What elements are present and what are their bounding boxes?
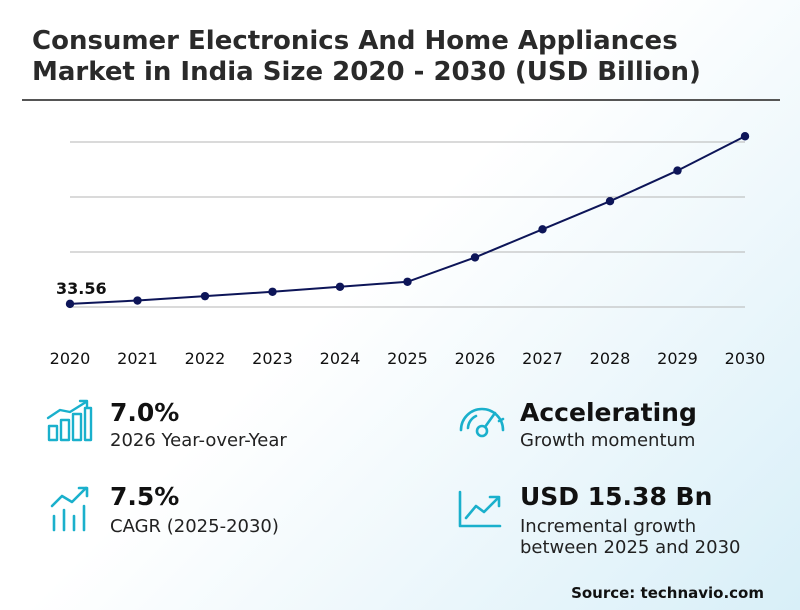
data-point-2023: [268, 287, 277, 296]
x-tick-label-2022: 2022: [185, 349, 226, 368]
x-tick-label-2030: 2030: [725, 349, 766, 368]
kpi-yoy: 7.0% 2026 Year-over-Year: [46, 398, 386, 458]
kpi-incremental-desc: Incremental growth between 2025 and 2030: [520, 516, 741, 558]
trend-bars-icon: [50, 486, 89, 532]
kpi-cagr-desc: CAGR (2025-2030): [110, 516, 279, 537]
kpi-incremental-value: USD 15.38 Bn: [520, 482, 713, 511]
data-point-2027: [538, 225, 547, 234]
data-point-2028: [605, 197, 615, 206]
growth-chart-icon: [458, 490, 502, 528]
kpi-momentum-value: Accelerating: [520, 398, 697, 427]
data-point-2026: [470, 253, 480, 262]
x-tick-label-2023: 2023: [252, 349, 293, 368]
x-tick-label-2021: 2021: [117, 349, 158, 368]
x-tick-label-2027: 2027: [522, 349, 563, 368]
kpi-incremental: USD 15.38 Bn Incremental growth between …: [456, 482, 776, 562]
data-point-2020: [65, 299, 75, 309]
line-chart: 2020 2021 2022 2023 2024 2025 2026 2027 2028 2029…: [50, 132, 766, 368]
data-point-2030: [740, 132, 750, 141]
kpi-momentum-desc: Growth momentum: [520, 430, 696, 451]
kpi-yoy-value: 7.0%: [110, 398, 180, 427]
kpi-yoy-desc: 2026 Year-over-Year: [110, 430, 287, 451]
kpi-momentum: Accelerating Growth momentum: [456, 398, 776, 458]
kpi-cagr-value: 7.5%: [110, 482, 180, 511]
bar-chart-up-icon: [46, 399, 93, 442]
data-point-2024: [335, 282, 345, 291]
data-label-2020: 33.56: [56, 279, 107, 298]
speedometer-icon: [459, 407, 505, 438]
chart-title: Consumer Electronics And Home Appliances…: [32, 26, 701, 87]
data-point-2029: [673, 166, 682, 175]
data-point-2022: [200, 291, 210, 301]
x-tick-label-2029: 2029: [657, 349, 698, 368]
x-tick-label-2028: 2028: [590, 349, 631, 368]
kpi-cagr: 7.5% CAGR (2025-2030): [46, 482, 386, 542]
x-tick-label-2025: 2025: [387, 349, 428, 368]
data-point-2025: [403, 277, 412, 286]
source-credit: Source: technavio.com: [571, 584, 764, 602]
data-point-2021: [133, 296, 142, 305]
x-tick-label-2026: 2026: [455, 349, 496, 368]
title-divider: [22, 99, 780, 101]
x-tick-label-2020: 2020: [50, 349, 91, 368]
x-tick-label-2024: 2024: [320, 349, 361, 368]
